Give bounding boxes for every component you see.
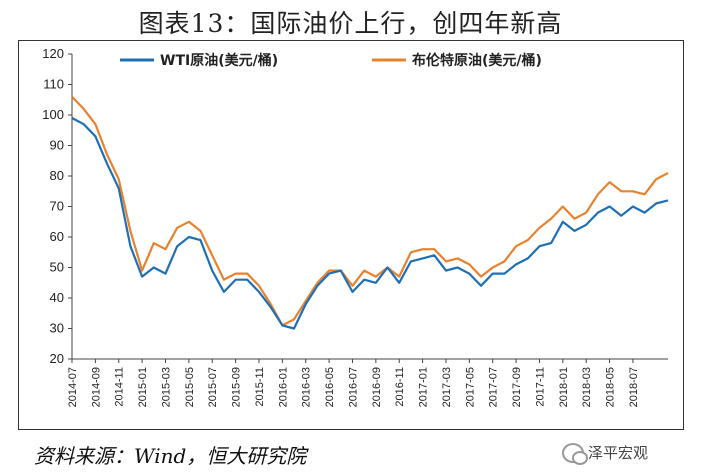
oil-price-chart: 20 30 40 50 60 70 80 90 100 110 120 2014-07 2014-09 2…: [42, 46, 669, 407]
x-tick-label: 2015-05: [184, 367, 196, 407]
page-title: 图表13：国际油价上行，创四年新高: [138, 9, 563, 38]
y-tick-label: 40: [50, 290, 64, 305]
y-tick-label: 50: [50, 260, 64, 275]
x-tick-label: 2018-01: [558, 367, 570, 407]
source-note: 资料来源：Wind，恒大研究院: [34, 444, 307, 468]
legend-label: 布伦特原油(美元/桶): [412, 52, 542, 69]
x-tick-label: 2018-03: [581, 367, 593, 407]
y-tick-label: 90: [50, 138, 64, 153]
x-tick-label: 2015-03: [160, 367, 172, 407]
x-tick-label: 2017-01: [418, 367, 430, 407]
y-tick-label: 20: [50, 351, 64, 366]
series-line: [71, 95, 669, 327]
x-tick-label: 2016-01: [277, 367, 289, 407]
wechat-icon: [562, 442, 588, 465]
legend-label: WTI原油(美元/桶): [160, 52, 278, 69]
x-tick-label: 2015-01: [137, 367, 149, 407]
series-line: [71, 117, 669, 330]
x-tick-label: 2016-09: [371, 367, 383, 407]
y-tick-label: 80: [50, 168, 64, 183]
x-tick-label: 2014-07: [67, 367, 79, 407]
watermark-label: 泽平宏观: [588, 444, 649, 462]
y-tick-label: 120: [42, 46, 64, 61]
x-tick-label: 2015-09: [231, 367, 243, 407]
axes: 20 30 40 50 60 70 80 90 100 110 120 2014-07 2014-09 2…: [42, 46, 668, 407]
y-tick-label: 100: [42, 107, 64, 122]
x-tick-label: 2016-11: [394, 367, 406, 407]
x-tick-label: 2017-05: [464, 367, 476, 407]
x-tick-label: 2015-11: [254, 367, 266, 407]
x-tick-label: 2018-07: [628, 367, 640, 407]
watermark: 泽平宏观: [562, 442, 649, 465]
series-lines: [71, 95, 669, 330]
x-tick-label: 2017-03: [441, 367, 453, 407]
y-tick-label: 60: [50, 229, 64, 244]
y-tick-label: 110: [43, 77, 64, 92]
x-tick-label: 2017-09: [511, 367, 523, 407]
y-tick-label: 70: [50, 199, 64, 214]
x-tick-label: 2018-05: [605, 367, 617, 407]
x-tick-label: 2016-05: [324, 367, 336, 407]
chart-frame: [18, 40, 684, 430]
x-tick-label: 2014-09: [90, 367, 102, 407]
x-tick-label: 2015-07: [207, 367, 219, 407]
y-tick-label: 30: [50, 321, 64, 336]
x-tick-label: 2016-03: [301, 367, 313, 407]
x-tick-label: 2016-07: [347, 367, 359, 407]
x-tick-label: 2017-07: [488, 367, 500, 407]
x-tick-label: 2014-11: [114, 367, 126, 407]
legend: WTI原油(美元/桶) 布伦特原油(美元/桶): [120, 52, 542, 69]
x-tick-label: 2017-11: [534, 367, 546, 407]
